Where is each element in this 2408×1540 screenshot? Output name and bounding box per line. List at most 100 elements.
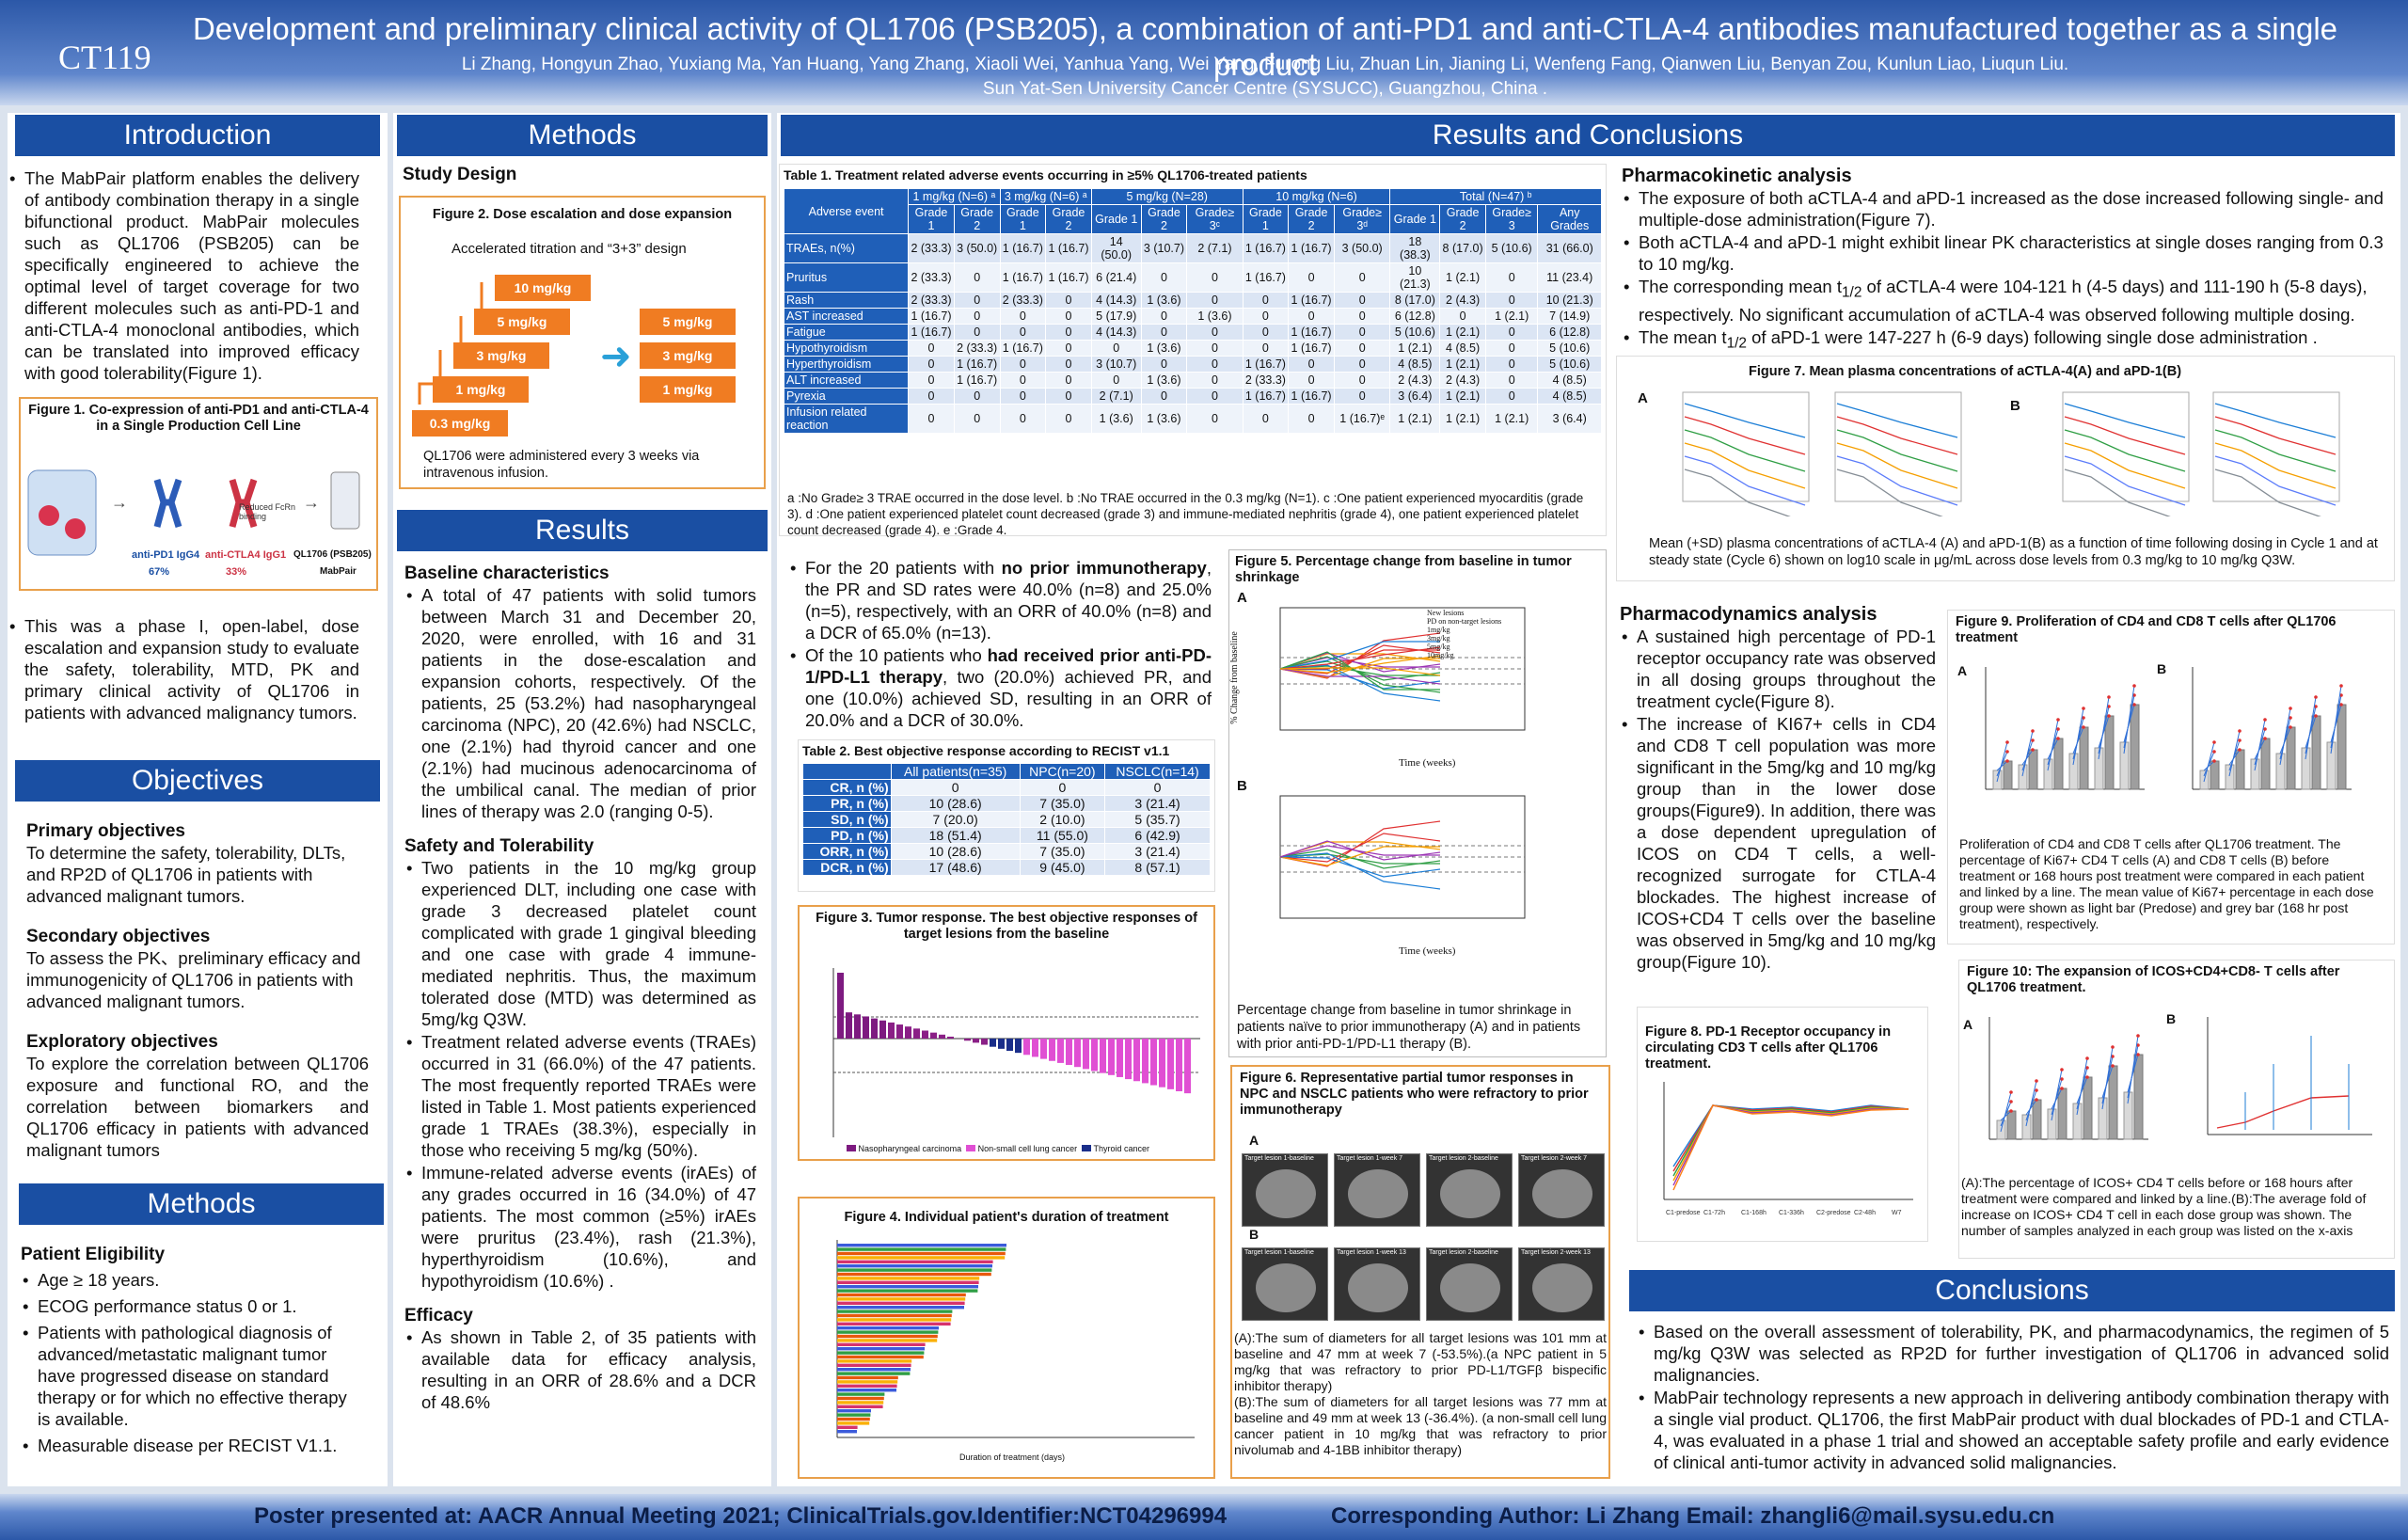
t1-cell: 1 (3.6): [1140, 404, 1188, 434]
t1-cell: 2 (33.3): [908, 233, 955, 263]
post-dose-bar: [2079, 726, 2089, 790]
t1-cell: 0: [1045, 340, 1092, 357]
patient-link-line: [1996, 760, 2008, 771]
swimmer-bar: [837, 1389, 896, 1392]
t2-cell: 0: [1019, 779, 1106, 796]
waterfall-bar: [1176, 1039, 1182, 1091]
patient-link-line: [2101, 1046, 2114, 1110]
ct-scan-image: Target lesion 1-week 13: [1334, 1247, 1420, 1321]
t1-row-label: Hyperthyroidism: [783, 356, 910, 373]
dose-step-0: 0.3 mg/kg: [412, 410, 508, 437]
t1-cell: 0: [1484, 292, 1539, 309]
figure-9: Figure 9. Proliferation of CD4 and CD8 T…: [1947, 610, 2395, 945]
t1-grade-header: Grade 1: [999, 204, 1047, 234]
patient-link-line: [2047, 719, 2059, 771]
pk-item: The mean t1/2 of aPD-1 were 147-227 h (6…: [1622, 326, 2393, 355]
waterfall-bar: [964, 1039, 971, 1041]
efficacy-subgroup-text: For the 20 patients with no prior immuno…: [788, 557, 1212, 732]
pk-plot-b2: [2212, 391, 2340, 516]
table-row: DCR, n (%) 17 (48.6) 9 (45.0) 8 (57.1): [802, 859, 1211, 876]
swimmer-bar: [837, 1310, 953, 1313]
methods-left-heading: Methods: [19, 1183, 384, 1225]
t1-cell: 0: [953, 308, 1001, 325]
ct-body-shape: [1532, 1169, 1592, 1218]
concentration-line: [2214, 442, 2337, 489]
t1-cell: 1 (16.7): [1288, 233, 1335, 263]
table-2-title: Table 2. Best objective response accordi…: [802, 743, 1170, 758]
t1-cell: 0: [1090, 340, 1142, 357]
t1-cell: 4 (8.5): [1537, 388, 1602, 405]
conclusions-text: Based on the overall assessment of toler…: [1637, 1321, 2389, 1474]
t1-cell: 5 (10.6): [1537, 340, 1602, 357]
ct-scan-label: Target lesion 1-baseline: [1244, 1249, 1314, 1256]
concentration-line: [2064, 468, 2171, 516]
t2-header: All patients(n=35): [890, 763, 1021, 780]
patient-dot: [2082, 706, 2085, 710]
pd-text: Pharmacodynamics analysis A sustained hi…: [1620, 604, 1936, 974]
t1-cell: 3 (50.0): [953, 233, 1001, 263]
study-design-heading: Study Design: [403, 165, 517, 184]
post-dose-bar: [2133, 1054, 2144, 1140]
pk-plot-b1: [2062, 391, 2190, 516]
swimmer-bar: [837, 1297, 966, 1301]
post-dose-bar: [2053, 738, 2064, 790]
patient-dot: [2111, 1064, 2115, 1068]
swimmer-bar: [837, 1409, 871, 1413]
t1-cell: 0: [1484, 324, 1539, 341]
t1-cell: 2 (4.3): [1389, 372, 1441, 389]
concentration-line: [2214, 468, 2321, 516]
patient-link-line: [2047, 738, 2059, 760]
swimmer-bar: [837, 1405, 883, 1408]
swimmer-bar: [837, 1326, 939, 1330]
t1-cell: 1 (3.6): [1090, 404, 1142, 434]
fig4-xlabel: Duration of treatment (days): [959, 1453, 1066, 1462]
cell-shape: [65, 518, 86, 539]
pk-plot-a2: [1834, 391, 1962, 516]
t1-cell: 1 (16.7): [953, 372, 1001, 389]
response-line: [1279, 846, 1440, 866]
swimmer-bar: [837, 1359, 912, 1363]
swimmer-bar: [837, 1334, 938, 1339]
patient-dot: [2238, 729, 2242, 733]
conclusions-heading: Conclusions: [1629, 1270, 2395, 1311]
waterfall-bar: [1040, 1039, 1047, 1059]
ct-scan-image: Target lesion 1-baseline: [1242, 1153, 1328, 1227]
fig5-legend-pd: PD on non-target lesions: [1427, 617, 1502, 626]
swimmer-bar: [837, 1244, 1006, 1247]
t1-grade-header: Grade 2: [1288, 204, 1335, 234]
secondary-objectives-heading: Secondary objectives: [26, 927, 211, 946]
results-conclusions-heading: Results and Conclusions: [781, 115, 2395, 156]
t1-cell: 1 (16.7): [1242, 262, 1290, 293]
concentration-line: [2064, 403, 2186, 438]
patient-dot: [2085, 1056, 2089, 1060]
concentration-line: [2064, 429, 2186, 472]
patient-link-line: [2203, 741, 2215, 783]
t2-cell: 10 (28.6): [890, 795, 1021, 812]
concentration-line: [1684, 442, 1806, 489]
figure-5: Figure 5. Percentage change from baselin…: [1228, 549, 1607, 1057]
spider-plot-b: [1279, 795, 1526, 919]
dose-step-4: 10 mg/kg: [495, 275, 591, 301]
footer-meeting: Poster presented at: AACR Annual Meeting…: [254, 1503, 1228, 1529]
concentration-line: [2214, 429, 2337, 472]
patient-dot: [2263, 737, 2267, 740]
table-row: PR, n (%) 10 (28.6) 7 (35.0) 3 (21.4): [802, 795, 1211, 812]
antibody-red-shape: [229, 478, 258, 529]
step-connectors: [418, 282, 483, 405]
t1-cell: 0: [1045, 388, 1092, 405]
table-1-box: Table 1. Treatment related adverse event…: [779, 164, 1607, 537]
t1-cell: 2 (7.1): [1186, 233, 1244, 263]
t1-cell: 0: [1333, 356, 1391, 373]
t1-cell: 3 (10.7): [1090, 356, 1142, 373]
waterfall-bar: [1066, 1039, 1072, 1066]
waterfall-bar: [1150, 1039, 1157, 1086]
ct-scan-image: Target lesion 1-baseline: [1242, 1247, 1328, 1321]
patient-link-line: [2051, 1088, 2063, 1110]
waterfall-bar: [1057, 1039, 1064, 1063]
patient-link-line: [1996, 751, 2008, 777]
t1-cell: 0: [1045, 372, 1092, 389]
t1-grade-header: Grade≥ 3ᵈ: [1333, 204, 1391, 234]
table-row: Pyrexia 0 0 0 0 2 (7.1) 0 0 1 (16.7) 1 (16.7) 0 3 (…: [783, 388, 1602, 405]
t1-grade-header: Grade 2: [1045, 204, 1092, 234]
patient-link-line: [2203, 760, 2215, 771]
